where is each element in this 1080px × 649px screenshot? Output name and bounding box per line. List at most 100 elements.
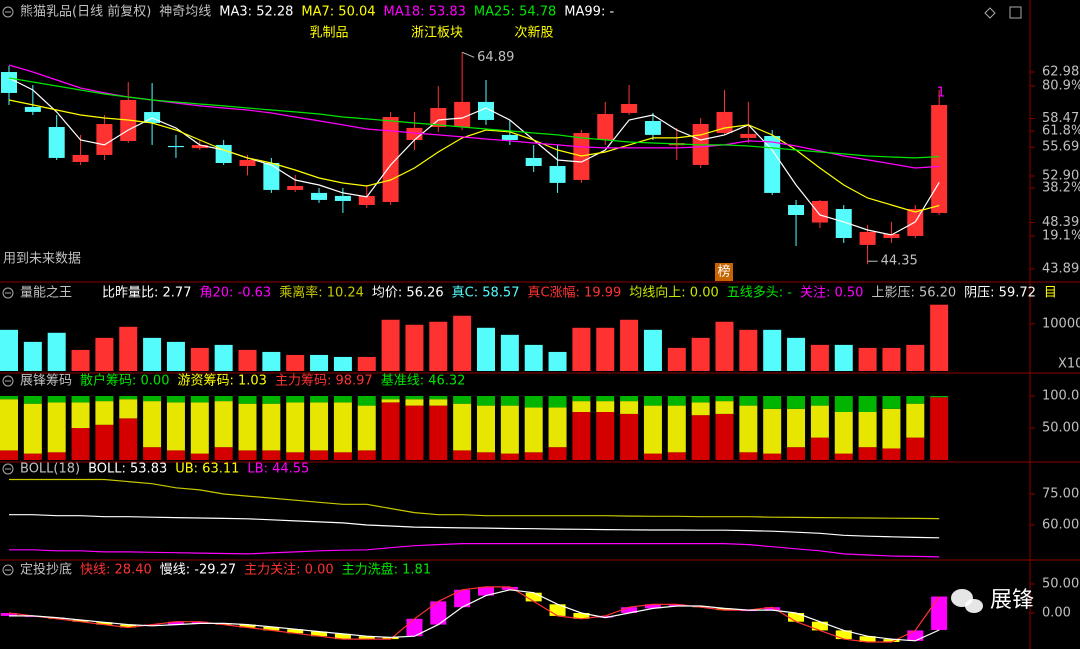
volume-bar xyxy=(858,347,877,371)
chip-segment xyxy=(262,450,281,460)
volume-bar xyxy=(691,337,710,371)
collapse-icon[interactable] xyxy=(2,375,14,387)
signal-bar xyxy=(501,586,518,590)
chip-segment xyxy=(548,447,567,460)
chip-segment xyxy=(143,401,162,448)
volume-bar xyxy=(357,356,376,371)
volume-bar xyxy=(286,354,305,371)
chip-segment xyxy=(763,453,782,460)
line xyxy=(9,514,940,539)
candle-body xyxy=(525,157,542,166)
signal-bar xyxy=(811,621,828,631)
y-tick-label: 100.0 xyxy=(1042,389,1079,404)
collapse-icon[interactable] xyxy=(2,287,14,299)
chip-segment xyxy=(214,401,233,448)
candle-body xyxy=(597,113,614,140)
header-item: 主力筹码: 98.97 xyxy=(275,373,373,389)
signal-bar xyxy=(788,612,805,622)
volume-bar xyxy=(47,332,66,371)
chip-segment xyxy=(23,396,42,404)
volume-bar xyxy=(739,329,758,371)
window-icon[interactable] xyxy=(1009,6,1022,19)
chip-segment xyxy=(286,396,305,403)
candle-body xyxy=(859,231,876,245)
chip-segment xyxy=(405,396,424,400)
header-item: 慢线: -29.27 xyxy=(160,562,236,578)
signal-bar xyxy=(478,586,494,596)
header-item: LB: 44.55 xyxy=(247,462,309,477)
chip-segment xyxy=(333,396,352,403)
chip-segment xyxy=(333,402,352,453)
signal-bar xyxy=(907,630,924,641)
chip-segment xyxy=(715,401,734,414)
chip-segment xyxy=(381,402,400,460)
line xyxy=(9,589,940,642)
chip-segment xyxy=(739,452,758,460)
chip-segment xyxy=(477,452,495,460)
annotation: 1 xyxy=(937,86,945,101)
candle-body xyxy=(24,106,41,112)
chip-segment xyxy=(524,396,543,408)
y-tick-label: 50.00 xyxy=(1042,421,1079,436)
candle-body xyxy=(263,163,280,190)
line xyxy=(8,77,940,159)
chip-segment xyxy=(930,397,949,460)
unit-label: X10 xyxy=(1058,357,1080,372)
chip-segment xyxy=(500,396,519,406)
chip-segment xyxy=(548,396,567,408)
chip-segment xyxy=(429,396,448,400)
candle-body xyxy=(454,101,471,127)
signal-bar xyxy=(668,604,685,607)
candle-body xyxy=(764,135,781,193)
header-item: 均线向上: 0.00 xyxy=(629,285,718,301)
header-item: 定投抄底 xyxy=(20,562,72,578)
volume-bar xyxy=(238,349,257,371)
annotation: 用到未来数据 xyxy=(3,252,81,267)
candle-body xyxy=(501,134,518,140)
header-item: 基准线: 46.32 xyxy=(381,374,466,389)
collapse-icon[interactable] xyxy=(2,463,14,475)
y-tick-label: 61.8% xyxy=(1042,124,1080,139)
chip-segment xyxy=(810,396,829,406)
chip-segment xyxy=(596,396,615,402)
chip-segment xyxy=(620,396,639,402)
volume-bar xyxy=(190,347,209,371)
volume-bar xyxy=(0,329,18,371)
chip-segment xyxy=(882,396,901,409)
collapse-icon[interactable] xyxy=(2,6,14,18)
volume-bar xyxy=(500,334,519,371)
signal-bar xyxy=(263,626,280,631)
candle-body xyxy=(334,195,351,201)
signal-bar xyxy=(764,607,781,611)
y-tick-label: 60.00 xyxy=(1042,518,1079,533)
chip-segment xyxy=(71,402,90,428)
chip-segment xyxy=(572,401,591,412)
volume-bar xyxy=(95,337,114,371)
header-item: 乘离率: 10.24 xyxy=(279,285,364,301)
signal-bar xyxy=(287,629,304,634)
chip-segment xyxy=(23,453,42,460)
chip-segment xyxy=(333,452,352,460)
y-tick-label: 75.00 xyxy=(1042,487,1079,502)
chip-segment xyxy=(95,401,114,425)
diamond-icon[interactable] xyxy=(984,7,996,19)
annotation: 乳制品 xyxy=(309,26,348,41)
collapse-icon[interactable] xyxy=(2,564,14,576)
chip-segment xyxy=(214,447,233,460)
chip-segment xyxy=(930,396,949,398)
signal-bar xyxy=(549,604,566,616)
chip-segment xyxy=(238,396,257,404)
header-item: 比昨量比: 2.77 xyxy=(102,286,191,301)
chip-segment xyxy=(643,405,662,454)
y-tick-label: 43.89 xyxy=(1042,261,1079,276)
volume-bar xyxy=(166,341,185,371)
candle-body xyxy=(191,145,208,149)
chip-segment xyxy=(834,396,853,412)
header-item: MA25: 54.78 xyxy=(474,5,556,20)
chip-segment xyxy=(286,452,305,460)
chip-segment xyxy=(691,396,710,403)
chip-segment xyxy=(190,402,209,454)
chip-segment xyxy=(596,412,615,460)
